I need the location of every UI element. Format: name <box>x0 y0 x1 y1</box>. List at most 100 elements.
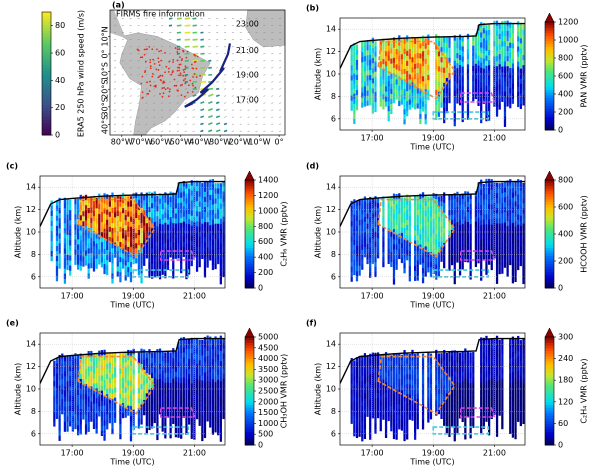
curtain-cell <box>443 97 446 104</box>
curtain-cell <box>121 382 125 388</box>
curtain-cell <box>180 202 183 208</box>
curtain-cell <box>219 411 222 417</box>
curtain-cell <box>166 234 170 240</box>
colorbar-swatch <box>245 374 254 378</box>
curtain-cell <box>429 241 433 247</box>
colorbar-swatch <box>42 64 51 68</box>
curtain-cell <box>140 358 143 365</box>
curtain-cell <box>421 217 425 223</box>
curtain-cell <box>353 410 356 417</box>
curtain-cell <box>100 365 104 371</box>
curtain-cell <box>74 244 77 250</box>
curtain-cell <box>440 82 443 88</box>
wind-arrow <box>247 95 250 97</box>
curtain-cell <box>87 222 90 229</box>
curtain-cell <box>79 388 82 395</box>
curtain-cell <box>429 261 433 268</box>
curtain-cell <box>137 372 141 379</box>
curtain-cell <box>195 408 199 415</box>
curtain-cell <box>477 35 480 41</box>
curtain-cell <box>495 187 499 194</box>
wind-arrow <box>263 74 266 76</box>
curtain-cell <box>421 40 425 47</box>
colorbar-swatch <box>42 107 51 111</box>
curtain-cell <box>182 201 185 207</box>
curtain-cell <box>219 263 222 270</box>
curtain-cell <box>506 240 509 247</box>
curtain-cell <box>443 62 446 68</box>
curtain-cell <box>169 417 172 424</box>
curtain-cell <box>485 60 488 66</box>
colorbar-swatch <box>545 266 554 270</box>
curtain-cell <box>209 361 212 368</box>
curtain-cell <box>156 246 159 252</box>
curtain-cell <box>448 194 451 201</box>
curtain-cell <box>488 29 491 36</box>
curtain-cell <box>61 398 64 405</box>
fire-point <box>137 49 140 52</box>
curtain-cell <box>79 383 82 390</box>
curtain-cell <box>472 40 475 46</box>
colorbar-swatch <box>245 369 254 373</box>
curtain-cell <box>177 222 180 229</box>
curtain-cell <box>353 113 356 119</box>
curtain-cell <box>361 395 364 402</box>
curtain-cell <box>517 36 520 42</box>
curtain-cell <box>514 191 517 197</box>
curtain-cell <box>443 102 446 109</box>
curtain-cell <box>400 257 404 264</box>
curtain-cell <box>214 243 217 249</box>
curtain-cell <box>156 205 159 212</box>
curtain-cell <box>517 66 520 72</box>
curtain-cell <box>190 347 193 354</box>
curtain-cell <box>209 397 212 403</box>
curtain-cell <box>485 80 488 86</box>
curtain-cell <box>214 356 217 362</box>
curtain-cell <box>217 419 220 426</box>
curtain-cell <box>82 205 85 212</box>
colorbar-swatch <box>42 24 51 28</box>
curtain-cell <box>140 394 143 400</box>
curtain-cell <box>509 52 512 58</box>
curtain-cell <box>361 46 364 53</box>
curtain-cell <box>166 351 170 358</box>
curtain-cell <box>400 212 404 218</box>
colorbar-swatch <box>545 70 554 74</box>
curtain-cell <box>517 81 520 87</box>
curtain-cell <box>522 203 525 209</box>
curtain-cell <box>416 42 419 49</box>
curtain-cell <box>503 212 507 218</box>
curtain-cell <box>69 405 72 412</box>
curtain-cell <box>127 206 130 212</box>
curtain-cell <box>435 99 438 105</box>
fire-point <box>159 92 161 95</box>
curtain-cell <box>222 231 225 237</box>
curtain-cell <box>424 43 427 49</box>
colorbar-swatch <box>42 104 51 108</box>
curtain-cell <box>432 263 435 269</box>
curtain-cell <box>429 256 433 263</box>
wind-arrow <box>184 59 190 62</box>
curtain-cell <box>482 78 485 84</box>
wind-arrow <box>145 130 148 132</box>
curtain-cell <box>522 208 525 214</box>
curtain-cell <box>358 360 361 367</box>
curtain-cell <box>374 382 377 389</box>
curtain-cell <box>90 197 93 203</box>
curtain-cell <box>151 387 154 394</box>
curtain-cell <box>177 361 180 368</box>
curtain-cell <box>387 233 390 239</box>
curtain-cell <box>121 377 125 383</box>
curtain-cell <box>108 392 111 399</box>
wind-arrow <box>121 39 124 41</box>
curtain-cell <box>188 218 191 225</box>
wind-arrow <box>208 122 213 126</box>
x-tick-label: 19:00 <box>422 292 445 301</box>
curtain-cell <box>355 265 359 272</box>
curtain-cell <box>188 244 191 250</box>
curtain-cell <box>156 374 159 380</box>
curtain-cell <box>143 364 146 370</box>
curtain-cell <box>503 116 507 122</box>
curtain-cell <box>480 270 483 276</box>
curtain-cell <box>77 239 80 245</box>
